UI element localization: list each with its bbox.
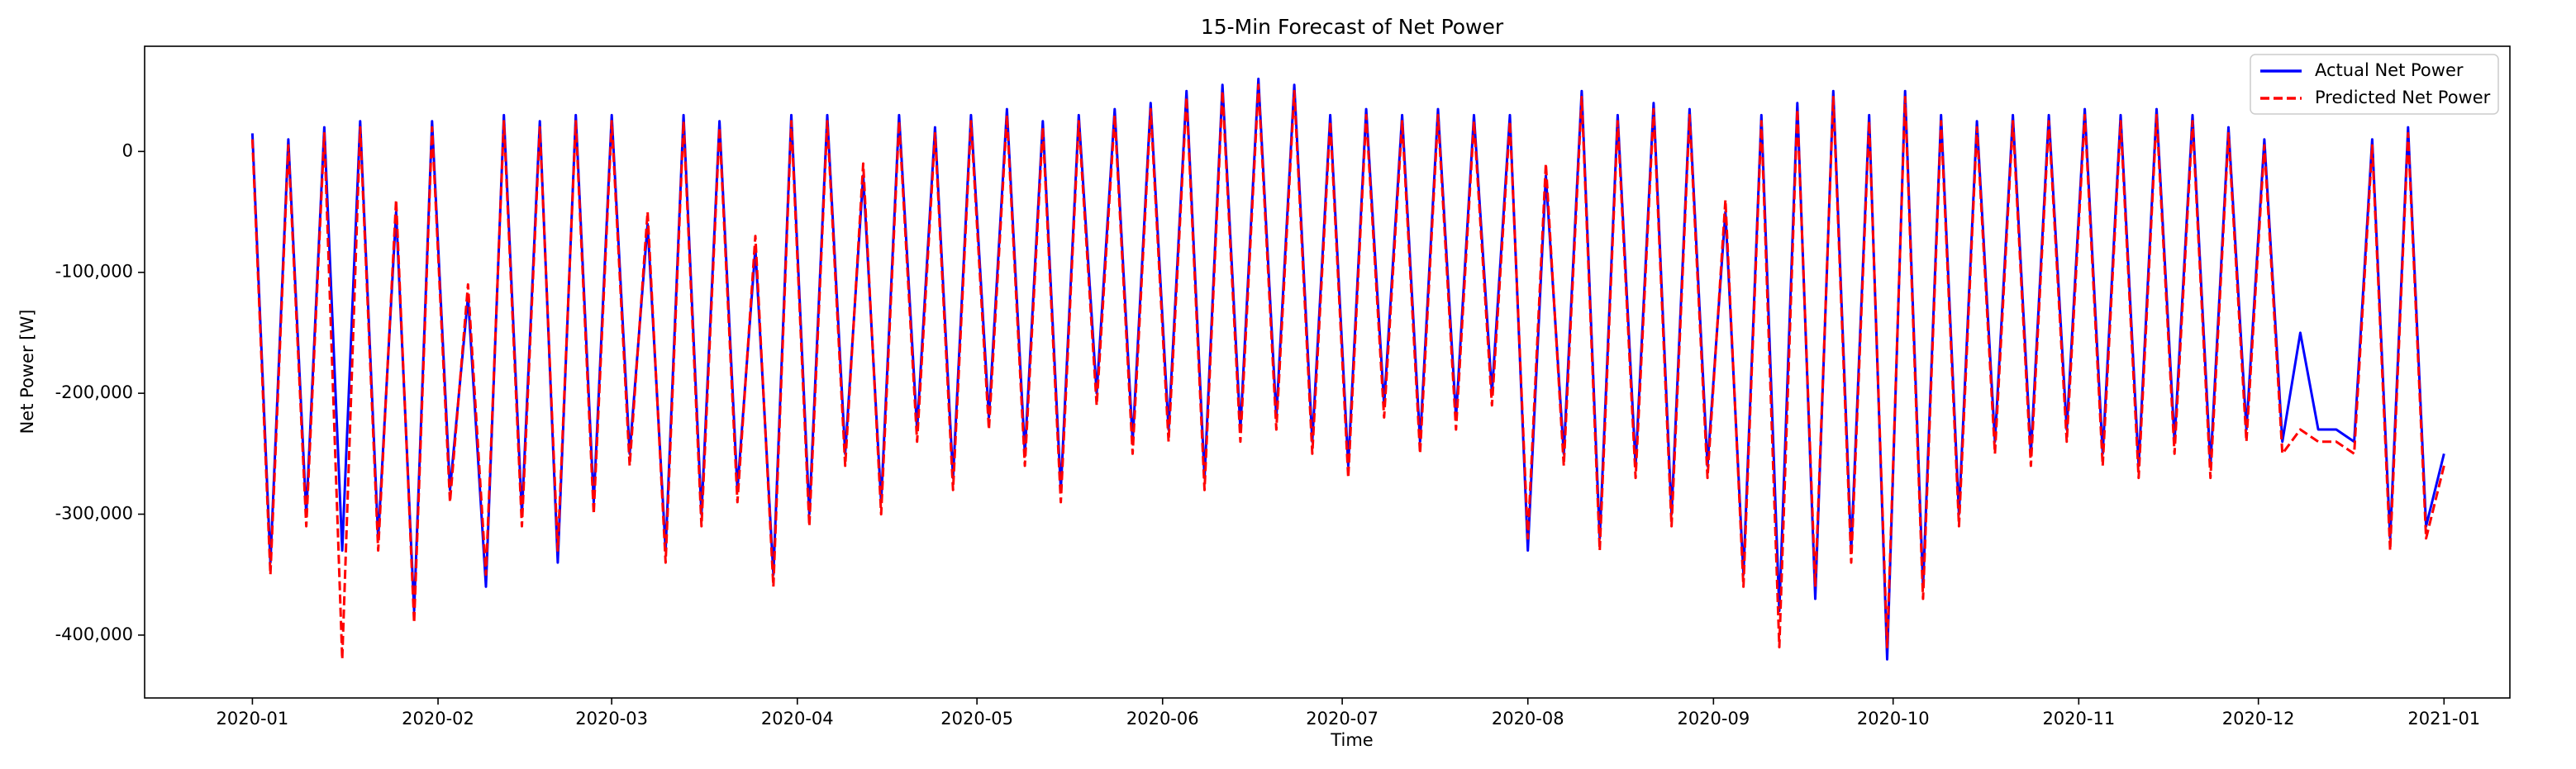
legend-box — [2250, 54, 2499, 115]
y-tick-label: -100,000 — [55, 262, 133, 282]
x-axis-label: Time — [1330, 730, 1373, 750]
y-tick-label: -300,000 — [55, 503, 133, 523]
x-tick-label: 2020-11 — [2042, 709, 2115, 729]
x-tick-label: 2020-03 — [575, 709, 648, 729]
x-tick-label: 2020-08 — [1492, 709, 1564, 729]
x-tick-label: 2020-04 — [761, 709, 834, 729]
x-tick-label: 2020-01 — [217, 709, 289, 729]
y-tick-label: -200,000 — [55, 382, 133, 402]
y-tick-label: 0 — [122, 140, 133, 160]
x-tick-label: 2020-02 — [402, 709, 474, 729]
y-tick-label: -400,000 — [55, 624, 133, 644]
plot-frame — [144, 45, 2511, 699]
series-line — [250, 78, 2445, 661]
legend-label: Predicted Net Power — [2315, 88, 2491, 107]
chart-title: 15-Min Forecast of Net Power — [1201, 15, 1504, 39]
x-tick-label: 2021-01 — [2407, 709, 2480, 729]
y-axis-label: Net Power [W] — [17, 310, 37, 434]
x-tick-label: 2020-05 — [940, 709, 1013, 729]
x-tick-label: 2020-07 — [1306, 709, 1378, 729]
x-tick-label: 2020-06 — [1126, 709, 1199, 729]
x-tick-label: 2020-09 — [1677, 709, 1750, 729]
series-line — [250, 83, 2445, 661]
x-tick-label: 2020-12 — [2222, 709, 2295, 729]
legend-label: Actual Net Power — [2315, 60, 2464, 80]
x-tick-label: 2020-10 — [1857, 709, 1930, 729]
